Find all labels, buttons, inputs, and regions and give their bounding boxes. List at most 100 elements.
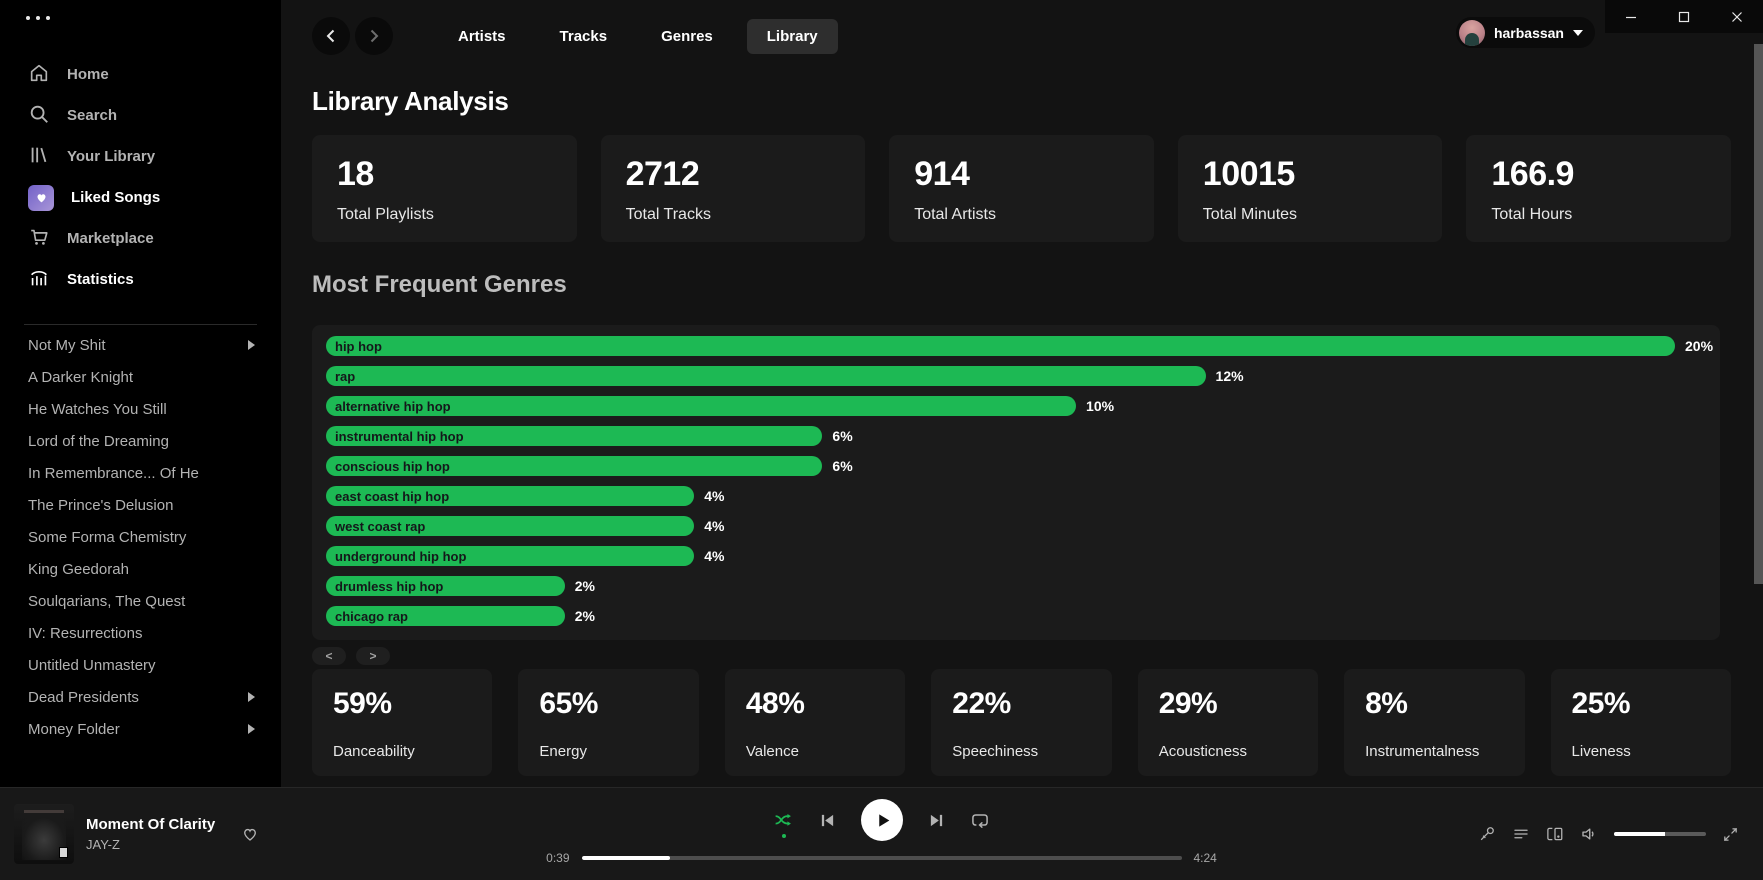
close-button[interactable]	[1710, 0, 1763, 33]
sidebar-item-your-library[interactable]: Your Library	[0, 136, 281, 177]
genre-bar[interactable]: drumless hip hop	[326, 576, 565, 596]
repeat-button[interactable]	[970, 810, 990, 830]
genre-bar-label: alternative hip hop	[335, 398, 451, 414]
stat-label: Total Hours	[1491, 206, 1573, 223]
playlist-item[interactable]: Dead Presidents	[0, 681, 281, 713]
tab-tracks[interactable]: Tracks	[540, 19, 628, 54]
next-icon	[930, 814, 943, 826]
genre-bar[interactable]: west coast rap	[326, 516, 695, 536]
play-button[interactable]	[861, 799, 903, 841]
genre-bar[interactable]: instrumental hip hop	[326, 426, 823, 446]
feature-value: 48%	[745, 687, 805, 720]
chart-next-page-button[interactable]: >	[356, 647, 390, 665]
feature-value: 8%	[1365, 687, 1408, 720]
stat-label: Total Artists	[914, 206, 996, 223]
genre-bar[interactable]: rap	[326, 366, 1206, 386]
minimize-button[interactable]	[1605, 0, 1658, 33]
genre-bar[interactable]: hip hop	[326, 336, 1675, 356]
stat-value: 2712	[625, 155, 700, 193]
feature-value: 25%	[1571, 687, 1631, 720]
genre-bar-value: 10%	[1086, 398, 1115, 414]
playlist-item[interactable]: The Prince's Delusion	[0, 489, 281, 521]
progress-fill	[581, 856, 671, 860]
track-title[interactable]: Moment Of Clarity	[86, 816, 216, 833]
window-menu-ellipsis-icon[interactable]	[26, 16, 50, 20]
elapsed-time: 0:39	[546, 851, 570, 865]
playlist-item[interactable]: Lord of the Dreaming	[0, 425, 281, 457]
connect-device-button[interactable]	[1546, 825, 1564, 843]
progress-bar[interactable]	[581, 856, 1182, 860]
feature-label: Energy	[539, 743, 587, 760]
stat-label: Total Playlists	[337, 206, 434, 223]
genre-bar[interactable]: chicago rap	[326, 606, 565, 626]
chevron-left-icon	[326, 29, 335, 43]
home-icon	[28, 62, 50, 88]
lyrics-button[interactable]	[1478, 825, 1496, 843]
sidebar-item-search[interactable]: Search	[0, 95, 281, 136]
genre-bar-row: west coast rap 4%	[326, 516, 1675, 536]
previous-track-button[interactable]	[820, 813, 835, 828]
genre-bar[interactable]: alternative hip hop	[326, 396, 1077, 416]
playlist-item[interactable]: A Darker Knight	[0, 361, 281, 393]
stat-cards-row: 18 Total Playlists 2712 Total Tracks 914…	[312, 135, 1731, 242]
feature-card-speechiness: 22% Speechiness	[931, 669, 1112, 776]
tab-artists[interactable]: Artists	[438, 19, 526, 54]
tab-genres[interactable]: Genres	[641, 19, 733, 54]
sidebar-item-marketplace[interactable]: Marketplace	[0, 218, 281, 259]
album-art[interactable]	[14, 804, 74, 864]
playlist-item[interactable]: Untitled Unmastery	[0, 649, 281, 681]
topbar: Artists Tracks Genres Library	[312, 17, 1763, 55]
playlist-item[interactable]: In Remembrance... Of He	[0, 457, 281, 489]
stat-value: 914	[914, 155, 970, 193]
sidebar-nav: Home Search Your Library Liked Songs Mar…	[0, 54, 281, 300]
genre-bar-label: hip hop	[335, 338, 382, 354]
stat-card-total-tracks: 2712 Total Tracks	[600, 135, 866, 242]
feature-label: Valence	[745, 743, 799, 760]
playlist-item[interactable]: Not My Shit	[0, 329, 281, 361]
tab-library[interactable]: Library	[746, 18, 838, 54]
genre-bar-label: drumless hip hop	[335, 578, 444, 594]
stat-card-total-minutes: 10015 Total Minutes	[1177, 135, 1443, 242]
next-track-button[interactable]	[929, 813, 944, 828]
forward-button[interactable]	[355, 17, 393, 55]
volume-slider[interactable]	[1614, 832, 1706, 836]
track-artist[interactable]: JAY-Z	[86, 837, 120, 852]
genre-bar-row: chicago rap 2%	[326, 606, 1675, 626]
sidebar-item-home[interactable]: Home	[0, 54, 281, 95]
maximize-icon	[1678, 11, 1690, 22]
sidebar-item-liked-songs[interactable]: Liked Songs	[0, 177, 281, 218]
user-menu[interactable]: harbassan	[1455, 17, 1595, 48]
playlist-label: Dead Presidents	[28, 688, 139, 706]
stat-label: Total Tracks	[625, 206, 711, 223]
playlist-item[interactable]: Some Forma Chemistry	[0, 521, 281, 553]
mute-button[interactable]	[1580, 825, 1598, 843]
playlist-label: IV: Resurrections	[28, 624, 143, 642]
genre-bar-value: 2%	[574, 608, 595, 624]
playlist-item[interactable]: King Geedorah	[0, 553, 281, 585]
progress-row: 0:39 4:24	[536, 851, 1228, 865]
genre-bar[interactable]: east coast hip hop	[326, 486, 695, 506]
playlist-list: Not My Shit A Darker Knight He Watches Y…	[0, 329, 281, 745]
genre-bar-value: 2%	[574, 578, 595, 594]
playlist-item[interactable]: Money Folder	[0, 713, 281, 745]
genre-bar-row: rap 12%	[326, 366, 1675, 386]
scrollbar[interactable]	[1754, 44, 1763, 584]
sidebar-item-statistics[interactable]: Statistics	[0, 259, 281, 300]
playlist-item[interactable]: He Watches You Still	[0, 393, 281, 425]
playlist-item[interactable]: IV: Resurrections	[0, 617, 281, 649]
like-button[interactable]	[241, 825, 259, 843]
feature-card-liveness: 25% Liveness	[1550, 669, 1731, 776]
genre-bar[interactable]: underground hip hop	[326, 546, 695, 566]
fullscreen-button[interactable]	[1722, 826, 1739, 843]
expand-arrow-icon	[248, 340, 255, 350]
playlist-item[interactable]: Soulqarians, The Quest	[0, 585, 281, 617]
shuffle-button[interactable]	[773, 810, 794, 838]
liked-songs-heart-icon	[28, 184, 54, 211]
genre-bar[interactable]: conscious hip hop	[326, 456, 823, 476]
queue-button[interactable]	[1512, 825, 1530, 843]
chart-prev-page-button[interactable]: <	[312, 647, 346, 665]
maximize-button[interactable]	[1658, 0, 1711, 33]
stat-card-total-artists: 914 Total Artists	[889, 135, 1154, 242]
genre-bar-row: underground hip hop 4%	[326, 546, 1675, 566]
back-button[interactable]	[312, 17, 350, 55]
